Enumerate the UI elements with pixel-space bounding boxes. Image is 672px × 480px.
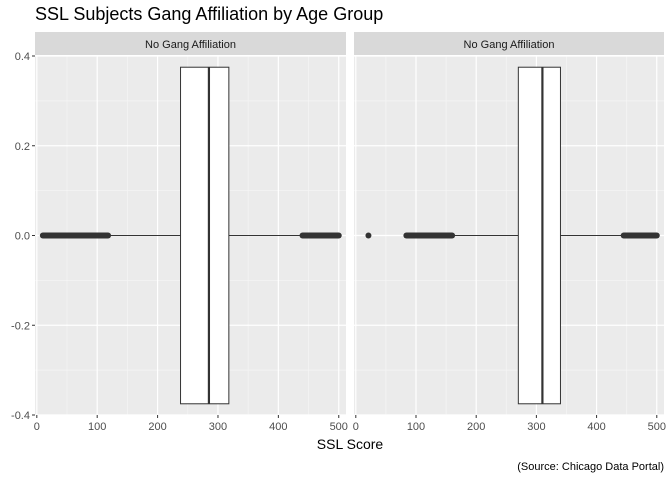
strip-background [354, 32, 664, 55]
strip-background [35, 32, 346, 55]
x-tick-label: 400 [269, 421, 287, 433]
x-tick-label: 0 [34, 421, 40, 433]
x-axis-title: SSL Score [317, 436, 384, 452]
x-tick-label: 300 [527, 421, 545, 433]
x-tick-label: 400 [587, 421, 605, 433]
y-tick-label: -0.2 [11, 320, 30, 332]
y-tick-label: 0.4 [15, 51, 30, 63]
panel-2: No Gang Affiliation 0 100 200 300 400 500 [353, 32, 666, 433]
x-tick-label: 200 [467, 421, 485, 433]
y-tick-label: 0.2 [15, 141, 30, 153]
chart-title: SSL Subjects Gang Affiliation by Age Gro… [35, 4, 383, 24]
x-tick-label: 200 [148, 421, 166, 433]
x-tick-label: 0 [353, 421, 359, 433]
strip-label: No Gang Affiliation [145, 39, 236, 51]
caption: (Source: Chicago Data Portal) [517, 461, 664, 473]
y-tick-label: 0.0 [15, 231, 30, 243]
y-tick-label: -0.4 [11, 410, 30, 422]
x-tick-label: 300 [209, 421, 227, 433]
box [180, 66, 230, 405]
box [517, 66, 561, 405]
x-tick-label: 500 [648, 421, 666, 433]
outlier-point [365, 232, 372, 239]
strip-label: No Gang Affiliation [464, 39, 555, 51]
x-tick-label: 500 [330, 421, 348, 433]
x-tick-label: 100 [407, 421, 425, 433]
panel-1: No Gang Affiliation 0 100 200 300 400 500 [34, 32, 348, 433]
x-tick-label: 100 [88, 421, 106, 433]
